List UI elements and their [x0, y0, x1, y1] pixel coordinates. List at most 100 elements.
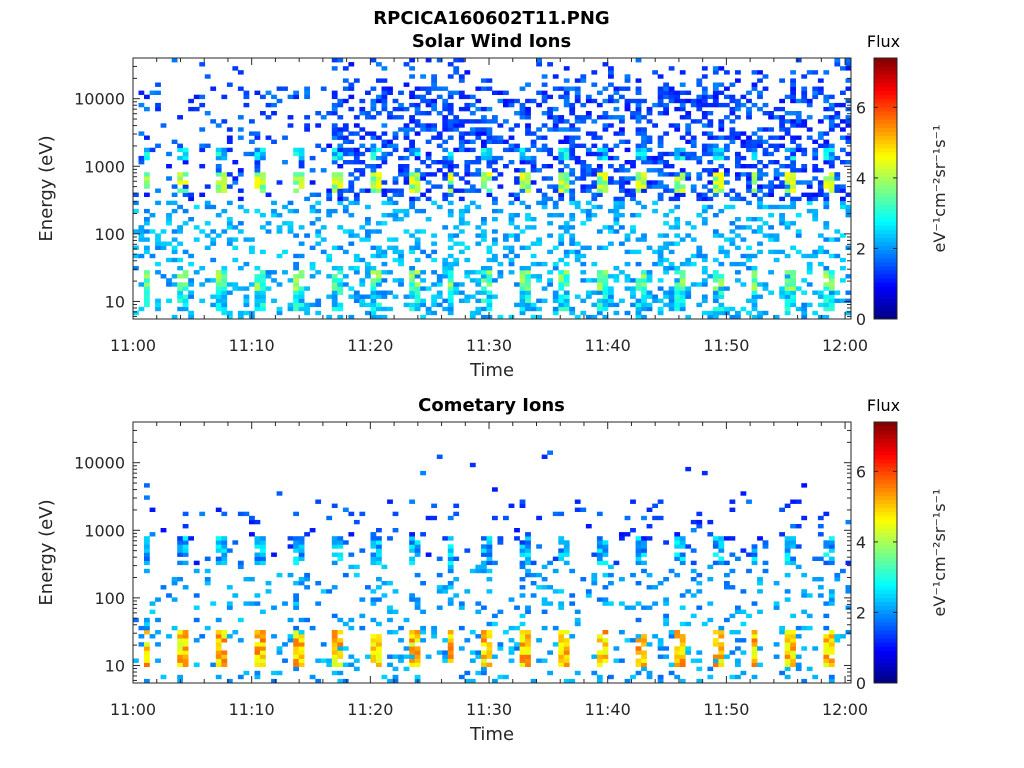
colorbar-step — [874, 310, 897, 316]
colorbar-step — [874, 188, 897, 194]
heatmap-cell — [751, 294, 758, 299]
heatmap-cell — [740, 638, 747, 643]
heatmap-cell — [563, 552, 570, 557]
heatmap-cell — [315, 229, 322, 234]
heatmap-cell — [569, 168, 576, 173]
heatmap-cell — [558, 94, 565, 100]
heatmap-cell — [376, 302, 382, 308]
heatmap-cell — [602, 638, 609, 643]
heatmap-cell — [757, 184, 763, 189]
heatmap-cell — [790, 147, 796, 153]
heatmap-cell — [221, 662, 228, 667]
heatmap-cell — [508, 638, 515, 643]
heatmap-cell — [668, 568, 675, 574]
heatmap-cell — [409, 90, 415, 95]
heatmap-cell — [596, 176, 603, 181]
heatmap-cell — [171, 249, 178, 255]
heatmap-cell — [812, 249, 819, 255]
heatmap-cell — [652, 634, 658, 639]
heatmap-cell — [166, 241, 172, 246]
heatmap-cell — [492, 135, 498, 140]
heatmap-cell — [608, 70, 614, 75]
heatmap-cell — [287, 221, 294, 226]
heatmap-cell — [580, 78, 587, 83]
heatmap-cell — [707, 577, 714, 582]
heatmap-cell — [801, 593, 808, 598]
heatmap-cell — [464, 270, 471, 275]
heatmap-cell — [309, 674, 316, 680]
heatmap-cell — [718, 282, 725, 287]
heatmap-cell — [453, 282, 460, 287]
heatmap-cell — [226, 290, 233, 295]
heatmap-cell — [348, 200, 355, 206]
heatmap-cell — [746, 139, 752, 144]
heatmap-cell — [751, 278, 758, 283]
heatmap-cell — [828, 115, 835, 120]
heatmap-cell — [746, 188, 752, 193]
heatmap-cell — [806, 666, 813, 672]
heatmap-cell — [486, 245, 493, 250]
heatmap-cell — [370, 597, 377, 602]
heatmap-cell — [342, 572, 349, 578]
heatmap-cell — [525, 548, 531, 553]
heatmap-cell — [365, 237, 371, 242]
heatmap-cell — [801, 625, 808, 631]
heatmap-cell — [735, 270, 741, 275]
heatmap-cell — [657, 310, 664, 316]
heatmap-cell — [784, 286, 791, 291]
heatmap-cell — [558, 155, 565, 161]
heatmap-cell — [751, 155, 758, 161]
heatmap-cell — [530, 164, 537, 169]
heatmap-cell — [365, 111, 371, 116]
heatmap-cell — [370, 540, 377, 545]
heatmap-cell — [525, 213, 531, 218]
heatmap-cell — [712, 151, 719, 157]
heatmap-cell — [751, 674, 758, 680]
heatmap-cell — [381, 213, 388, 218]
heatmap-cell — [221, 176, 228, 181]
heatmap-cell — [276, 253, 283, 259]
heatmap-cell — [828, 544, 835, 549]
heatmap-cell — [795, 119, 802, 124]
heatmap-cell — [563, 164, 570, 169]
heatmap-cell — [392, 217, 399, 222]
heatmap-cell — [635, 180, 642, 185]
heatmap-cell — [574, 314, 581, 320]
heatmap-cell — [447, 184, 454, 189]
heatmap-cell — [596, 274, 603, 279]
heatmap-cell — [602, 298, 609, 303]
heatmap-cell — [447, 548, 454, 553]
heatmap-cell — [298, 225, 305, 230]
heatmap-cell — [740, 670, 747, 676]
heatmap-cell — [591, 151, 598, 157]
heatmap-cell — [536, 58, 542, 63]
heatmap-cell — [790, 123, 796, 128]
heatmap-cell — [613, 217, 620, 222]
heatmap-cell — [724, 143, 730, 148]
heatmap-cell — [779, 135, 785, 140]
heatmap-cell — [718, 123, 725, 128]
heatmap-cell — [596, 282, 603, 287]
heatmap-cell — [585, 168, 592, 173]
heatmap-cell — [359, 135, 366, 140]
heatmap-cell — [249, 249, 255, 255]
heatmap-cell — [530, 253, 537, 259]
heatmap-cell — [420, 470, 426, 476]
heatmap-cell — [497, 540, 504, 545]
heatmap-cell — [414, 172, 421, 177]
heatmap-cell — [619, 298, 625, 303]
heatmap-cell — [486, 302, 493, 308]
y-tick-label: 1000 — [84, 157, 125, 176]
heatmap-cell — [298, 577, 305, 582]
heatmap-cell — [392, 294, 399, 299]
heatmap-cell — [348, 180, 355, 185]
heatmap-cell — [580, 172, 587, 177]
heatmap-cell — [696, 102, 703, 108]
heatmap-cell — [276, 282, 283, 287]
heatmap-cell — [370, 314, 377, 320]
heatmap-cell — [530, 274, 537, 279]
heatmap-cell — [624, 188, 631, 193]
colorbar-step — [874, 192, 897, 198]
heatmap-cell — [558, 127, 565, 132]
heatmap-cell — [133, 192, 139, 197]
